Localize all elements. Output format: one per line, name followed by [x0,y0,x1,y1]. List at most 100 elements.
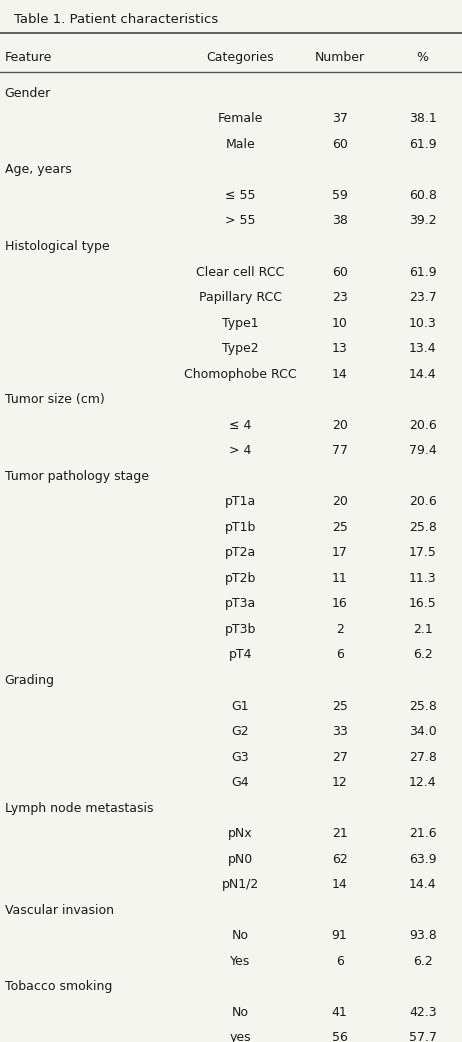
Text: pT2a: pT2a [225,546,256,560]
Text: 23: 23 [332,291,347,304]
Text: Age, years: Age, years [5,164,71,176]
Text: Type2: Type2 [222,342,259,355]
Text: 60: 60 [332,266,347,278]
Text: pN0: pN0 [228,852,253,866]
Text: 27.8: 27.8 [409,750,437,764]
Text: 14.4: 14.4 [409,368,437,380]
Text: Female: Female [218,113,263,125]
Text: pNx: pNx [228,827,253,840]
Text: pT3b: pT3b [225,623,256,636]
Text: 42.3: 42.3 [409,1006,437,1019]
Text: pT2b: pT2b [225,572,256,585]
Text: > 4: > 4 [229,444,251,457]
Text: 33: 33 [332,725,347,738]
Text: Tumor size (cm): Tumor size (cm) [5,393,104,406]
Text: 6.2: 6.2 [413,954,432,968]
Text: Male: Male [225,138,255,151]
Text: 41: 41 [332,1006,347,1019]
Text: 13.4: 13.4 [409,342,437,355]
Text: 25: 25 [332,521,347,534]
Text: > 55: > 55 [225,215,255,227]
Text: Lymph node metastasis: Lymph node metastasis [5,801,153,815]
Text: 6: 6 [335,954,344,968]
Text: Yes: Yes [230,954,250,968]
Text: Gender: Gender [5,86,51,100]
Text: 21: 21 [332,827,347,840]
Text: Papillary RCC: Papillary RCC [199,291,282,304]
Text: 23.7: 23.7 [409,291,437,304]
Text: G2: G2 [231,725,249,738]
Text: 63.9: 63.9 [409,852,437,866]
Text: 56: 56 [332,1032,347,1042]
Text: 2.1: 2.1 [413,623,432,636]
Text: 38.1: 38.1 [409,113,437,125]
Text: 37: 37 [332,113,347,125]
Text: Table 1. Patient characteristics: Table 1. Patient characteristics [14,13,218,25]
Text: Vascular invasion: Vascular invasion [5,903,114,917]
Text: G4: G4 [231,776,249,789]
Text: pT3a: pT3a [225,597,256,611]
Text: 20.6: 20.6 [409,495,437,508]
Text: Tumor pathology stage: Tumor pathology stage [5,470,149,482]
Text: 60: 60 [332,138,347,151]
Text: 38: 38 [332,215,347,227]
Text: 14: 14 [332,368,347,380]
Text: 17: 17 [332,546,347,560]
Text: Chomophobe RCC: Chomophobe RCC [184,368,297,380]
Text: 34.0: 34.0 [409,725,437,738]
Text: 14: 14 [332,878,347,891]
Text: 16.5: 16.5 [409,597,437,611]
Text: Histological type: Histological type [5,240,109,253]
Text: 61.9: 61.9 [409,266,437,278]
Text: 14.4: 14.4 [409,878,437,891]
Text: G3: G3 [231,750,249,764]
Text: 91: 91 [332,929,347,942]
Text: G1: G1 [231,699,249,713]
Text: Categories: Categories [207,51,274,65]
Text: pT1a: pT1a [225,495,256,508]
Text: Type1: Type1 [222,317,259,329]
Text: 59: 59 [332,189,347,202]
Text: 6.2: 6.2 [413,648,432,662]
Text: No: No [232,929,249,942]
Text: 10: 10 [332,317,347,329]
Text: 11.3: 11.3 [409,572,437,585]
Text: 12: 12 [332,776,347,789]
Text: No: No [232,1006,249,1019]
Text: 25: 25 [332,699,347,713]
Text: 20.6: 20.6 [409,419,437,431]
Text: 79.4: 79.4 [409,444,437,457]
Text: 6: 6 [335,648,344,662]
Text: Feature: Feature [5,51,52,65]
Text: 20: 20 [332,495,347,508]
Text: 17.5: 17.5 [409,546,437,560]
Text: 12.4: 12.4 [409,776,437,789]
Text: yes: yes [230,1032,251,1042]
Text: 27: 27 [332,750,347,764]
Text: 25.8: 25.8 [409,699,437,713]
Text: Clear cell RCC: Clear cell RCC [196,266,285,278]
Text: ≤ 4: ≤ 4 [229,419,251,431]
Text: 11: 11 [332,572,347,585]
Text: 57.7: 57.7 [409,1032,437,1042]
Text: 39.2: 39.2 [409,215,437,227]
Text: Tobacco smoking: Tobacco smoking [5,981,112,993]
Text: %: % [417,51,429,65]
Text: pN1/2: pN1/2 [222,878,259,891]
Text: Grading: Grading [5,674,55,687]
Text: 2: 2 [335,623,344,636]
Text: pT1b: pT1b [225,521,256,534]
Text: ≤ 55: ≤ 55 [225,189,255,202]
Text: 93.8: 93.8 [409,929,437,942]
Text: pT4: pT4 [229,648,252,662]
Text: 61.9: 61.9 [409,138,437,151]
Text: 16: 16 [332,597,347,611]
Text: 62: 62 [332,852,347,866]
Text: 20: 20 [332,419,347,431]
Text: 13: 13 [332,342,347,355]
Text: 10.3: 10.3 [409,317,437,329]
Text: 60.8: 60.8 [409,189,437,202]
Text: 77: 77 [332,444,347,457]
Text: Number: Number [315,51,365,65]
Text: 25.8: 25.8 [409,521,437,534]
